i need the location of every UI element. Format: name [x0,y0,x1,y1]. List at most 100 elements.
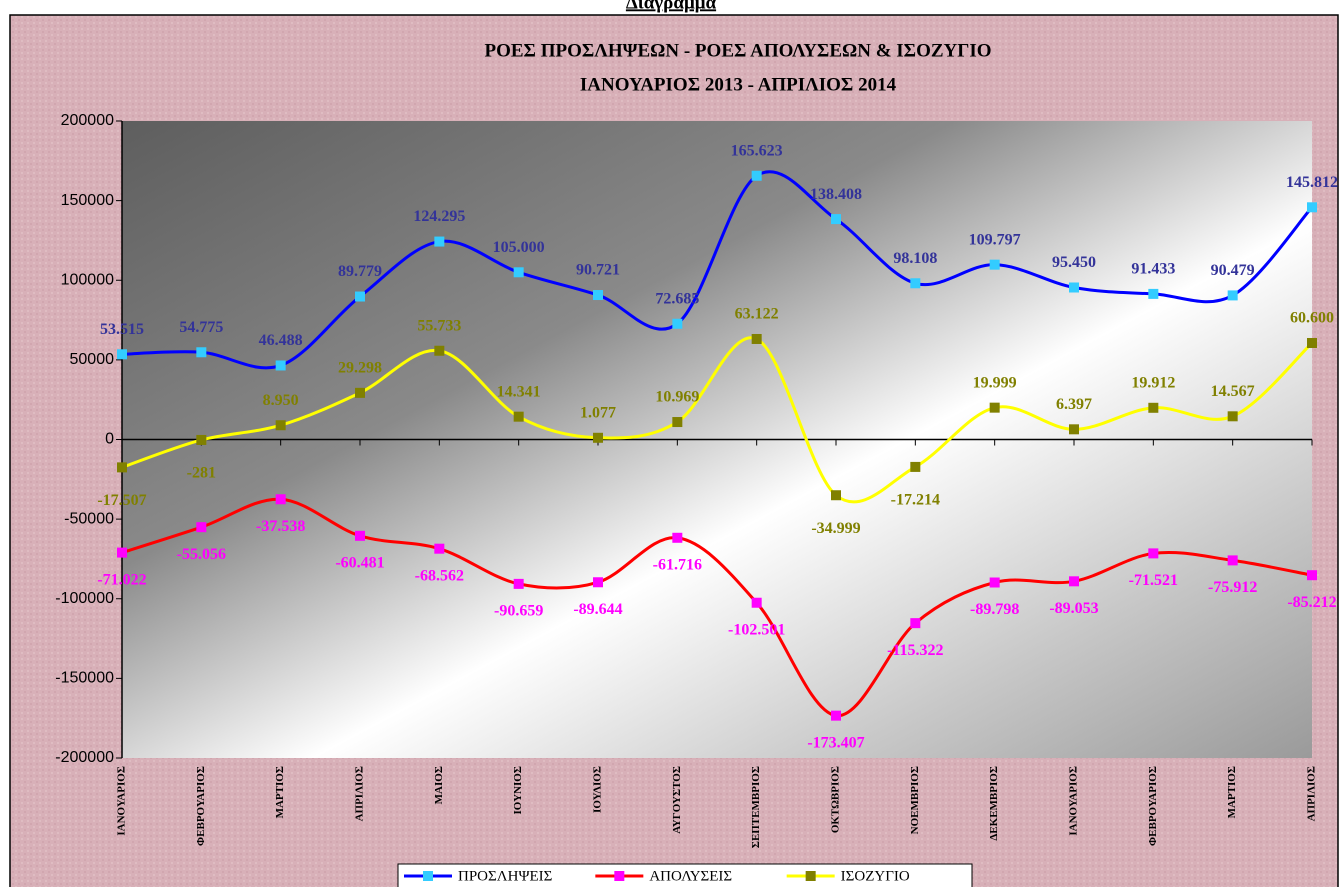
data-label: 14.341 [497,383,541,400]
marker [1307,337,1317,348]
x-tick-label: ΦΕΒΡΟΥΑΡΙΟΣ [1147,766,1159,846]
data-label: 54.775 [179,319,223,336]
marker [1307,570,1317,581]
y-tick-label: 200000 [61,112,114,129]
x-tick-label: ΑΥΓΟΥΣΤΟΣ [671,766,683,834]
legend: ΠΡΟΣΛΗΨΕΙΣ ΑΠΟΛΥΣΕΙΣ ΙΣΟΖΥΓΙΟ [397,863,973,887]
y-tick-label: -50000 [64,510,114,527]
chart-title: ΡΟΕΣ ΠΡΟΣΛΗΨΕΩΝ - ΡΟΕΣ ΑΠΟΛΥΣΕΩΝ & ΙΣΟΖΥ… [484,40,991,61]
data-label: 124.295 [413,208,465,225]
marker [1069,576,1079,587]
marker [275,494,286,505]
x-tick-label: ΜΑΙΟΣ [433,766,445,804]
data-label: 60.600 [1290,310,1334,327]
marker [196,522,207,533]
legend-marker [614,871,625,881]
data-label: 19.912 [1131,374,1175,391]
data-label: -71.022 [97,571,146,588]
marker [1227,555,1238,566]
data-label: -89.644 [573,601,622,618]
data-label: 55.733 [417,317,461,334]
x-tick-label: ΦΕΒΡΟΥΑΡΙΟΣ [195,766,207,846]
marker [355,387,365,398]
data-label: 138.408 [810,186,862,203]
x-tick-label: ΣΕΠΤΕΜΒΡΙΟΣ [750,766,762,848]
marker [672,532,683,543]
legend-box [397,863,973,887]
marker [196,434,207,445]
marker [434,236,445,247]
marker [593,432,603,443]
data-label: 46.488 [259,332,303,349]
data-label: -61.716 [653,556,702,573]
x-tick-label: ΔΕΚΕΜΒΡΙΟΣ [988,766,1000,841]
x-tick-label: ΙΟΥΝΙΟΣ [512,766,524,814]
legend-label: ΠΡΟΣΛΗΨΕΙΣ [458,868,552,884]
data-label: -89.798 [970,601,1019,618]
data-label: 91.433 [1131,261,1175,278]
data-label: 95.450 [1052,254,1096,271]
marker [593,577,603,588]
marker [434,345,445,356]
data-label: -115.322 [887,642,943,659]
marker [117,349,127,360]
data-label: -173.407 [807,734,864,751]
data-label: 1.077 [580,404,616,421]
data-label: 90.721 [576,262,620,279]
data-label: 89.779 [338,263,382,280]
data-label: -281 [187,465,216,482]
page-heading: Διάγραμμα [626,0,717,13]
x-tick-label: ΑΠΡΙΛΙΟΣ [1306,766,1318,821]
marker [751,333,762,344]
marker [117,547,127,558]
y-tick-label: 50000 [70,351,115,368]
marker [672,318,683,329]
marker [355,530,365,541]
data-label: 165.623 [731,142,783,159]
marker [1148,288,1159,299]
x-tick-label: ΑΠΡΙΛΙΟΣ [354,766,366,821]
marker [672,417,683,428]
chart-subtitle: ΙΑΝΟΥΑΡΙΟΣ 2013 - ΑΠΡΙΛΙΟΣ 2014 [580,74,897,95]
marker [513,578,524,589]
marker [275,420,286,431]
legend-label: ΙΣΟΖΥΓΙΟ [841,868,910,884]
data-label: -60.481 [335,554,384,571]
x-tick-label: ΟΚΤΩΒΡΙΟΣ [830,766,842,833]
legend-marker [805,871,816,881]
marker [1227,290,1238,301]
data-label: 8.950 [263,392,299,409]
x-tick-label: ΙΑΝΟΥΑΡΙΟΣ [1068,766,1080,836]
y-tick-label: 150000 [61,192,114,209]
series-line [121,170,1314,370]
data-label: -68.562 [415,567,464,584]
marker [1148,402,1159,413]
data-label: -90.659 [494,603,543,620]
data-label: 10.969 [655,389,699,406]
marker [275,360,286,371]
marker [910,618,921,629]
data-label: -17.214 [891,492,940,509]
data-label: 109.797 [969,231,1021,248]
marker [989,402,1000,413]
y-tick-label: 100000 [61,271,114,288]
marker [751,170,762,181]
marker [117,462,127,473]
data-label: -17.507 [97,492,146,509]
data-label: -71.521 [1129,572,1178,589]
marker [989,259,1000,270]
y-tick-label: 0 [105,431,114,448]
x-tick-label: ΙΑΝΟΥΑΡΙΟΣ [116,766,128,836]
legend-label: ΑΠΟΛΥΣΕΙΣ [649,868,732,884]
series-line [121,336,1314,504]
marker [1307,202,1317,213]
plot-layer: -200000 -150000 -100000 -50000 0 50000 100000 1… [55,112,1338,848]
data-label: 145.812 [1286,174,1338,191]
y-tick-label: -200000 [55,749,114,766]
marker [1069,282,1079,293]
marker [196,347,207,358]
data-label: -34.999 [811,520,860,537]
x-tick-label: ΜΑΡΤΙΟΣ [1226,766,1238,818]
marker [910,461,921,472]
